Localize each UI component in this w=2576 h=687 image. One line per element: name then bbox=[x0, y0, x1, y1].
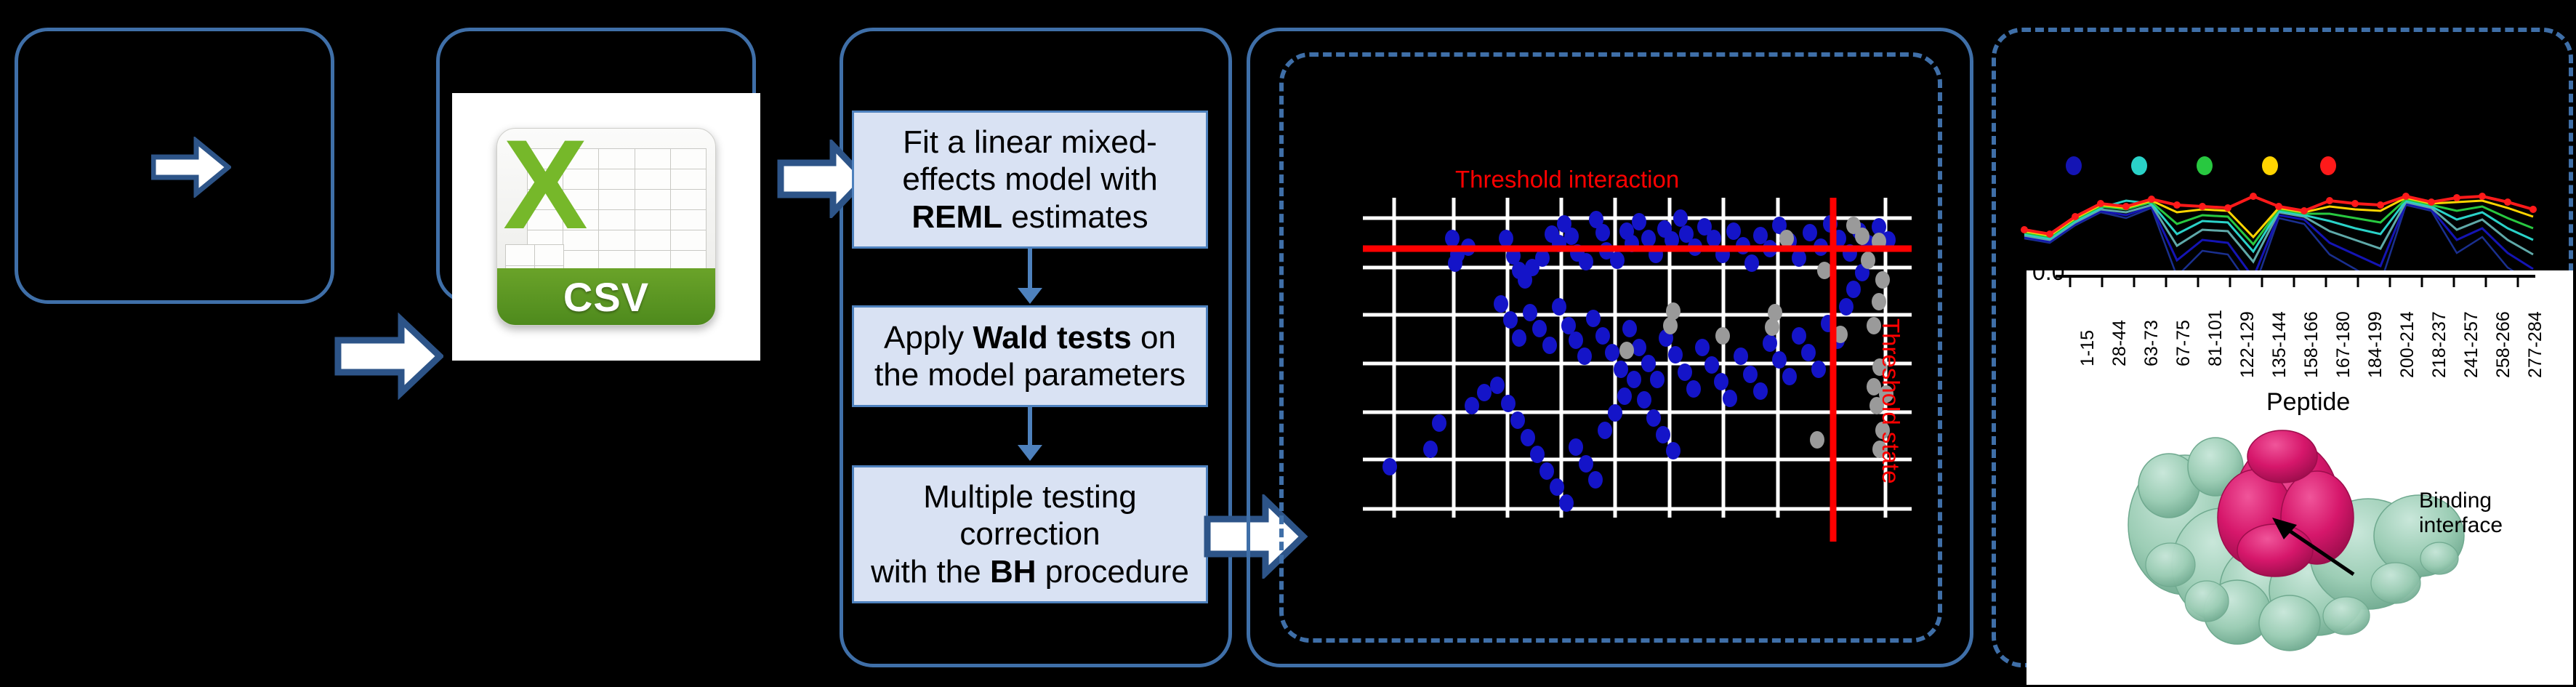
pbox3-line3-pre: with the bbox=[871, 553, 990, 590]
connector-box2-box3 bbox=[1028, 407, 1032, 445]
pbox2-line1-post: on bbox=[1131, 319, 1176, 355]
statistics-panel bbox=[840, 28, 1232, 667]
scatter-panel-inner-border bbox=[1279, 52, 1942, 643]
process-box-bh[interactable]: Multiple testing correction with the BH … bbox=[852, 465, 1208, 603]
pbox1-line2: effects model with bbox=[902, 161, 1158, 198]
pbox1-line1: Fit a linear mixed- bbox=[903, 124, 1157, 161]
pbox3-line1: Multiple testing bbox=[923, 479, 1137, 515]
y-axis-tick-zero: 0.0 bbox=[2032, 270, 2065, 285]
csv-file-icon: X CSV bbox=[496, 128, 716, 326]
pbox2-line2: the model parameters bbox=[874, 357, 1186, 393]
threshold-state-label: Threshold state bbox=[1877, 318, 1904, 484]
x-axis-line bbox=[2056, 275, 2535, 287]
pbox2-bold: Wald tests bbox=[973, 319, 1132, 355]
process-box-wald[interactable]: Apply Wald tests on the model parameters bbox=[852, 305, 1208, 407]
peptide-tick-14: 277-284 bbox=[2525, 311, 2545, 378]
peptide-tick-12: 241-257 bbox=[2461, 311, 2482, 378]
peptide-tick-9: 184-199 bbox=[2365, 311, 2386, 378]
connector-arrow-box3 bbox=[1018, 445, 1042, 461]
csv-label: CSV bbox=[563, 273, 650, 320]
legend-dot-4 bbox=[2262, 156, 2278, 175]
pbox3-line3-post: procedure bbox=[1036, 553, 1189, 590]
threshold-interaction-label: Threshold interaction bbox=[1455, 166, 1680, 193]
peptide-tick-2: 63-73 bbox=[2141, 320, 2162, 366]
pbox3-line2: correction bbox=[959, 516, 1100, 553]
peptide-tick-11: 218-237 bbox=[2429, 311, 2450, 378]
peptide-tick-3: 67-75 bbox=[2173, 320, 2194, 366]
input-panel bbox=[15, 28, 334, 304]
csv-label-band: CSV bbox=[497, 268, 715, 325]
connector-box1-box2 bbox=[1028, 249, 1032, 288]
annot-line1: Binding bbox=[2419, 489, 2492, 513]
peptide-structure-card: 0.0 1-15 28-44 63-73 67-75 81-101 122-12… bbox=[2026, 270, 2573, 685]
binding-interface-annotation: Binding interface bbox=[2419, 489, 2503, 537]
csv-file-card: X CSV bbox=[452, 93, 760, 361]
scatter-panel bbox=[1247, 28, 1973, 667]
peptide-tick-0: 1-15 bbox=[2077, 329, 2098, 366]
peptide-tick-5: 122-129 bbox=[2237, 311, 2258, 378]
scatter-svg bbox=[1363, 198, 1912, 542]
peptide-line-chart bbox=[2021, 193, 2537, 293]
excel-x-letter: X bbox=[503, 128, 588, 256]
legend-dot-5 bbox=[2320, 156, 2336, 175]
peptide-tick-1: 28-44 bbox=[2109, 320, 2130, 366]
arrow-into-input bbox=[151, 137, 231, 198]
pbox3-bold: BH bbox=[989, 553, 1037, 590]
legend-dot-1 bbox=[2066, 156, 2082, 175]
peptide-tick-6: 135-144 bbox=[2269, 311, 2290, 378]
protein-structure bbox=[2128, 430, 2465, 651]
annot-line2: interface bbox=[2419, 513, 2503, 537]
peptide-tick-10: 200-214 bbox=[2397, 311, 2418, 378]
scatter-plot: Threshold interaction Threshold state bbox=[1345, 145, 1912, 553]
pbox1-line3-post: estimates bbox=[1002, 198, 1148, 235]
connector-arrow-box2 bbox=[1018, 288, 1042, 304]
peptide-tick-8: 167-180 bbox=[2333, 311, 2354, 378]
pbox2-line1-pre: Apply bbox=[884, 319, 973, 355]
process-box-reml[interactable]: Fit a linear mixed- effects model with R… bbox=[852, 111, 1208, 249]
peptide-tick-13: 258-266 bbox=[2493, 311, 2513, 378]
peptide-tick-4: 81-101 bbox=[2205, 310, 2226, 366]
legend-dot-3 bbox=[2197, 156, 2213, 175]
x-axis-label: Peptide bbox=[2266, 388, 2351, 416]
legend-dot-2 bbox=[2131, 156, 2147, 175]
arrow-csv-to-model bbox=[776, 140, 869, 218]
pbox1-bold: REML bbox=[911, 198, 1003, 235]
peptide-tick-7: 158-166 bbox=[2301, 311, 2322, 378]
arrow-input-to-csv bbox=[334, 313, 443, 400]
